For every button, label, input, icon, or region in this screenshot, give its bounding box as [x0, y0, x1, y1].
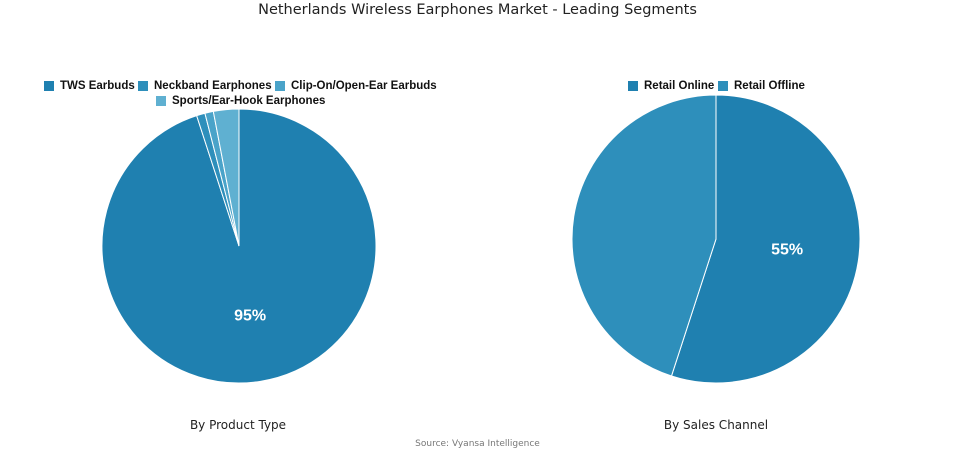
chart-title: Netherlands Wireless Earphones Market - …: [258, 2, 697, 18]
legend-swatch: [156, 96, 166, 106]
legend-label: Retail Offline: [734, 80, 805, 92]
pie-data-label-tws-earbuds: 95%: [234, 308, 266, 325]
legend-label: Retail Online: [644, 80, 715, 92]
legend-swatch: [275, 81, 285, 91]
legend-label: Sports/Ear-Hook Earphones: [172, 95, 326, 107]
pie-slice-retail-online: [670, 94, 861, 384]
legend-label: TWS Earbuds: [60, 80, 135, 92]
pie-sales-channel: 55%: [571, 94, 861, 384]
source-note: Source: Vyansa Intelligence: [415, 439, 540, 449]
legend-item-retail-online: Retail Online: [628, 80, 714, 92]
legend-label: Clip-On/Open-Ear Earbuds: [291, 80, 437, 92]
legend-item-sports-earhook: Sports/Ear-Hook Earphones: [156, 95, 325, 107]
subtitle-product-type: By Product Type: [189, 418, 287, 432]
legend-label: Neckband Earphones: [154, 80, 272, 92]
subtitle-sales-channel: By Sales Channel: [663, 418, 769, 432]
legend-swatch: [44, 81, 54, 91]
pie-slice-sports-ear-hook-earphones: [212, 108, 240, 247]
legend-item-neckband-earphones: Neckband Earphones: [138, 80, 272, 92]
legend-item-clip-on-earbuds: Clip-On/Open-Ear Earbuds: [275, 80, 437, 92]
pie-data-label-retail-online: 55%: [771, 241, 803, 258]
legend-swatch: [628, 81, 638, 91]
pie-slice-retail-offline: [571, 94, 717, 377]
legend-item-retail-offline: Retail Offline: [718, 80, 805, 92]
legend-swatch: [138, 81, 148, 91]
legend-item-tws-earbuds: TWS Earbuds: [44, 80, 135, 92]
legend-swatch: [718, 81, 728, 91]
pie-product-type: 95%: [101, 108, 377, 384]
